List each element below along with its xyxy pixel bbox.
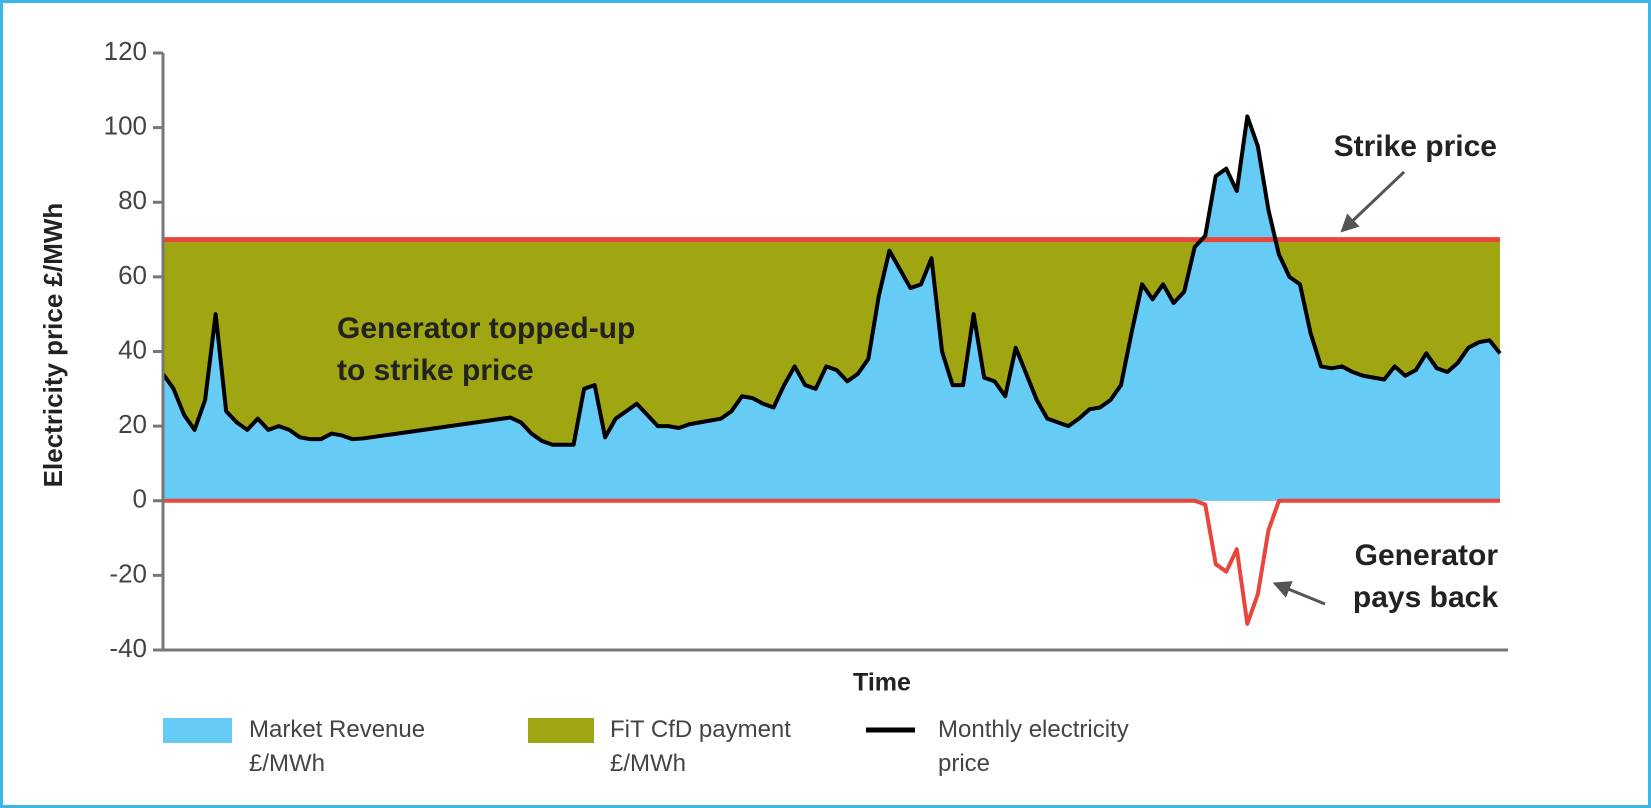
y-tick-label: 20 — [118, 409, 147, 439]
annotation: Generator — [1355, 539, 1499, 572]
market-revenue-area — [163, 116, 1500, 501]
legend-label: Monthly electricity price — [938, 716, 1129, 777]
y-tick-label: 100 — [104, 111, 147, 141]
y-axis-label: Electricity price £/MWh — [38, 203, 68, 488]
legend-swatch — [528, 718, 594, 743]
y-tick-label: -40 — [109, 633, 147, 663]
y-tick-label: 0 — [133, 484, 147, 514]
y-tick-label: 40 — [118, 334, 147, 364]
legend-swatch — [163, 718, 232, 743]
arrow — [1272, 581, 1326, 606]
annotation: pays back — [1353, 581, 1498, 614]
x-axis-label: Time — [853, 669, 911, 697]
annotation: Strike price — [1334, 130, 1497, 163]
price-line — [161, 114, 1502, 447]
y-tick-label: 60 — [118, 260, 147, 290]
y-tick-label: -20 — [109, 558, 147, 588]
annotation: to strike price — [337, 354, 534, 387]
arrow — [1340, 170, 1406, 233]
y-tick-label: 80 — [118, 185, 147, 215]
payback-line — [163, 498, 1500, 626]
legend-label: FiT CfD payment £/MWh — [610, 716, 791, 777]
annotation: Generator topped-up — [337, 312, 635, 345]
y-tick-label: 120 — [104, 36, 147, 66]
legend-label: Market Revenue £/MWh — [249, 716, 426, 777]
